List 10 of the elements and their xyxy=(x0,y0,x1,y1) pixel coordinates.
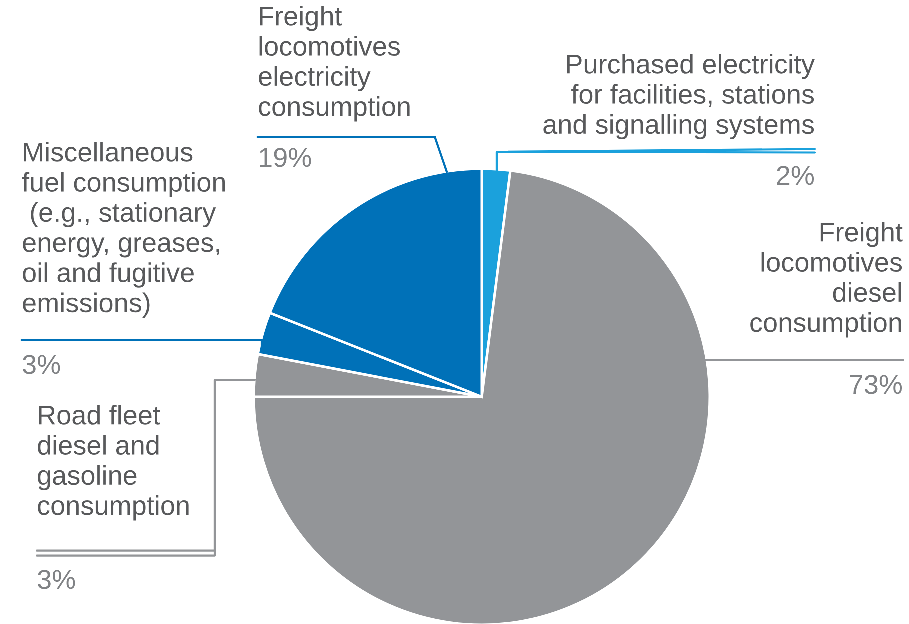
data-label: 73% xyxy=(850,375,902,394)
slice-label: Purchased electricity for facilities, stations and signalling systems xyxy=(544,54,815,140)
slice-label: Freight locomotives diesel consumption xyxy=(750,222,903,338)
slice-label: Freight locomotives electricity consumption xyxy=(259,6,410,122)
slice-label: Road fleet diesel and gasoline consumption xyxy=(38,405,189,521)
slice-label: Miscellaneous fuel consumption (e.g., stationary energy, greases, oil and fugitive emissions) xyxy=(22,142,225,318)
data-label: 2% xyxy=(777,166,814,186)
data-label: 3% xyxy=(38,570,76,590)
data-label: 3% xyxy=(23,355,60,374)
data-label: 19% xyxy=(260,148,312,168)
